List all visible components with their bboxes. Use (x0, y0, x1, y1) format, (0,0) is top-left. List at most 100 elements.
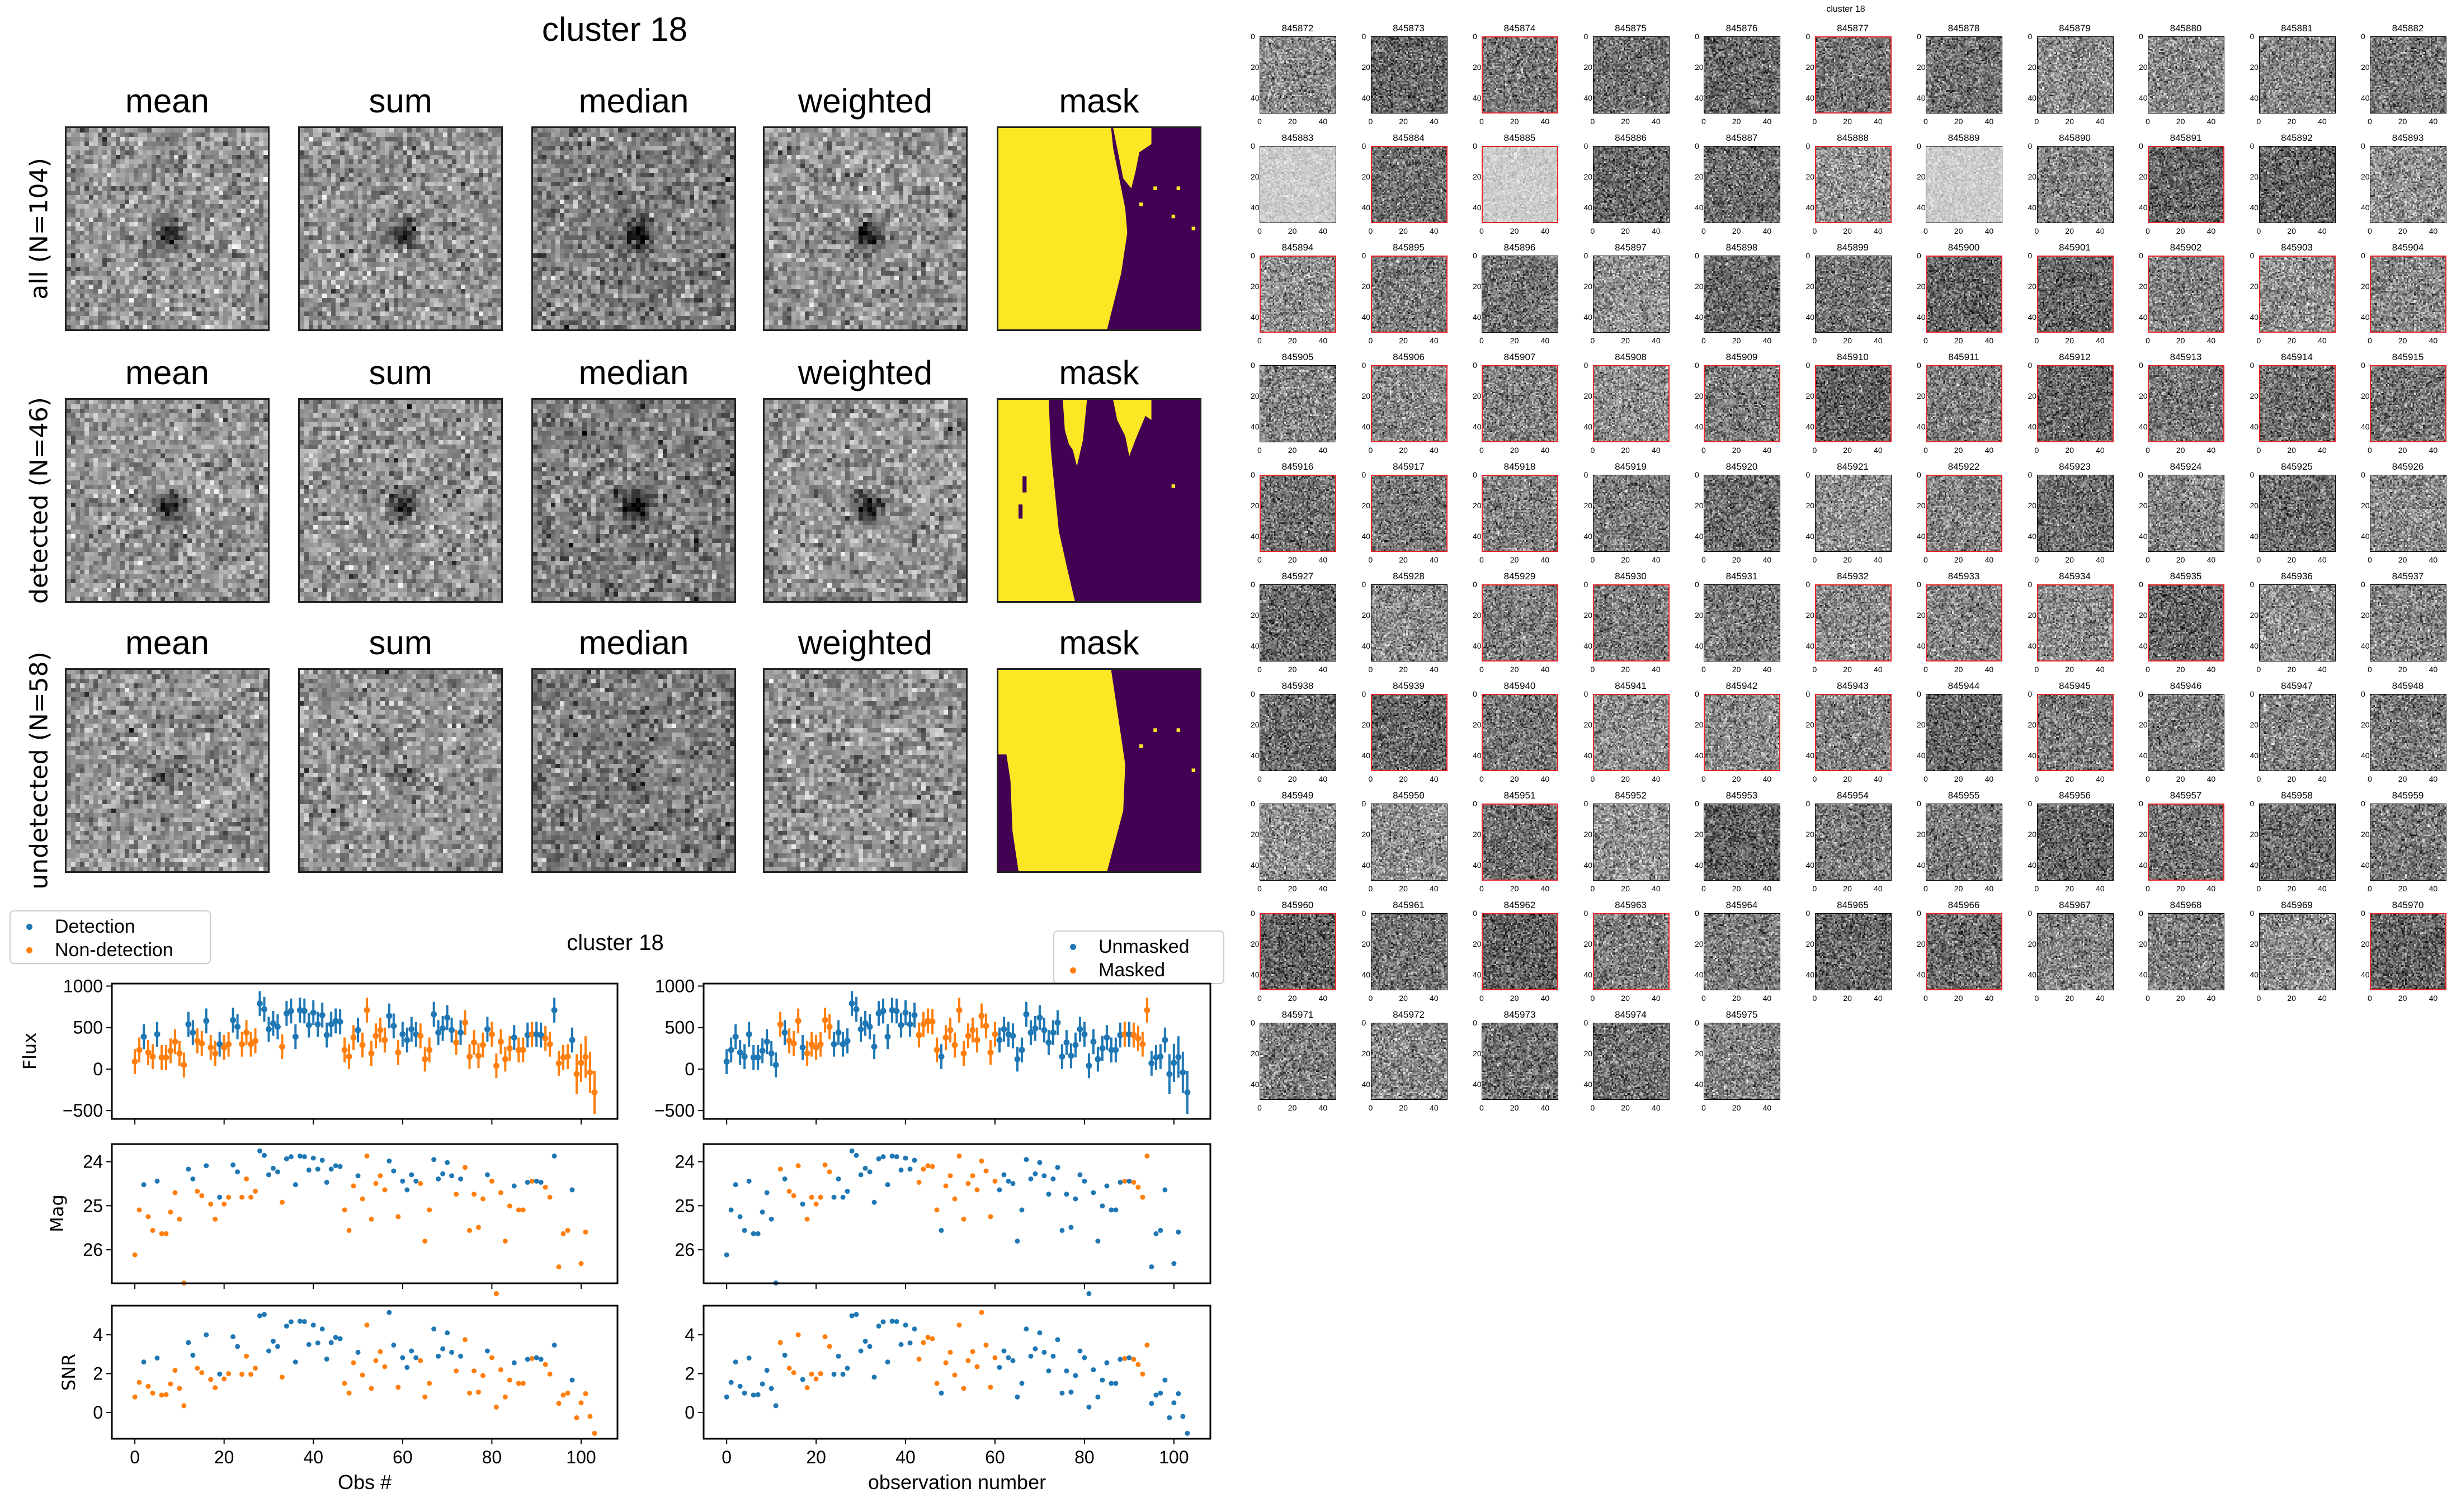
data-point (467, 1227, 473, 1233)
data-point (1148, 1060, 1155, 1067)
data-point (777, 1021, 784, 1028)
cutout-x-tick-label: 20 (1954, 555, 1963, 564)
x-tick-label: 60 (985, 1447, 1005, 1467)
cutout-label: 845967 (2059, 900, 2091, 910)
data-point (848, 1000, 855, 1007)
cutout-y-tick-label: 0 (2139, 141, 2143, 150)
cutout-label: 845903 (2281, 242, 2313, 253)
cutout-image (1482, 36, 1558, 114)
data-point (199, 1193, 205, 1198)
data-point (791, 1193, 796, 1198)
data-point (1153, 1392, 1159, 1398)
data-point (449, 1027, 455, 1033)
cutout-y-tick-label: 0 (1805, 799, 1811, 808)
data-point (1149, 1401, 1154, 1406)
data-point (1068, 1225, 1074, 1230)
data-point (728, 1379, 734, 1385)
cutout-image (1482, 804, 1558, 881)
data-point (382, 1364, 388, 1369)
cutout-y-tick-label: 0 (1695, 799, 1699, 808)
cutout-y-tick-label: 40 (1917, 422, 1926, 432)
cutout-y-tick-label: 0 (1917, 689, 1921, 698)
data-point (1027, 1029, 1034, 1036)
cutout-y-tick-label: 40 (1695, 970, 1704, 980)
undetected-median-image (531, 668, 736, 873)
data-point (337, 1018, 343, 1025)
data-point (458, 1353, 464, 1359)
data-point (947, 1349, 953, 1355)
cutout-y-tick-label: 0 (1251, 470, 1255, 479)
cutout-x-tick-label: 0 (1257, 774, 1262, 783)
cutout-y-tick-label: 0 (1361, 799, 1366, 808)
cutout-y-tick-label: 0 (1251, 689, 1255, 698)
cutout-y-tick-label: 0 (1583, 361, 1588, 370)
data-point (1059, 1053, 1066, 1060)
cutout-label: 845886 (1615, 133, 1647, 143)
cutout-y-tick-label: 0 (1251, 1018, 1255, 1027)
data-point (1126, 1355, 1132, 1360)
data-point (293, 1359, 298, 1365)
data-point (781, 1029, 788, 1036)
cutout-label: 845875 (1615, 23, 1647, 34)
cutout-x-tick-label: 40 (1874, 336, 1883, 345)
cutout-y-tick-label: 20 (2139, 939, 2148, 949)
cutout-label: 845950 (1393, 790, 1425, 801)
data-point (216, 1041, 223, 1047)
data-point (1006, 1355, 1011, 1360)
cutout-x-tick-label: 0 (1479, 1103, 1484, 1112)
cutout-y-tick-label: 20 (1805, 391, 1815, 401)
cutout-x-tick-label: 20 (2287, 226, 2296, 235)
data-point (520, 1207, 526, 1213)
data-point (578, 1261, 584, 1267)
data-point (163, 1231, 169, 1236)
cutout-x-tick-label: 0 (2146, 774, 2150, 783)
data-point (1041, 1173, 1047, 1179)
cutout-y-tick-label: 20 (1583, 391, 1593, 401)
cutout-image (1704, 584, 1780, 662)
cutout-image (1926, 256, 2002, 333)
cutout-y-tick-label: 40 (1805, 532, 1815, 541)
data-point (506, 1045, 513, 1052)
data-point (279, 1374, 285, 1380)
data-point (974, 1037, 980, 1043)
data-point (1063, 1039, 1070, 1046)
cutout-x-tick-label: 20 (1732, 336, 1741, 345)
cutout-image (2148, 694, 2224, 771)
cutout-y-tick-label: 20 (1361, 282, 1371, 291)
cutout-x-tick-label: 0 (2368, 555, 2372, 564)
cutout-label: 845944 (1948, 681, 1980, 691)
data-point (1037, 1160, 1043, 1165)
x-tick-label: 100 (1159, 1447, 1189, 1467)
cutout-x-tick-label: 40 (2318, 555, 2327, 564)
cutout-image (1482, 1023, 1558, 1100)
data-point (190, 1029, 196, 1036)
data-point (759, 1047, 766, 1054)
cutout-x-tick-label: 20 (1399, 774, 1408, 783)
cutout-y-tick-label: 0 (1583, 32, 1588, 41)
cutout-x-tick-label: 0 (1701, 446, 1706, 455)
cutout-image (2370, 256, 2446, 333)
cutout-x-tick-label: 20 (1843, 226, 1852, 235)
cutout-x-tick-label: 20 (1732, 1103, 1741, 1112)
data-point (1015, 1394, 1020, 1400)
cutout-y-tick-label: 20 (2028, 939, 2037, 949)
cutout-label: 845883 (1281, 133, 1314, 143)
cutout-y-tick-label: 0 (1695, 251, 1699, 260)
data-point (1086, 1062, 1092, 1069)
data-point (511, 1034, 517, 1041)
cutout-y-tick-label: 0 (1805, 251, 1811, 260)
data-point (212, 1050, 219, 1057)
cutout-y-tick-label: 20 (2028, 391, 2037, 401)
legend-item-non-detection: Non-detection (18, 938, 202, 962)
axes-frame (111, 1143, 619, 1284)
cutout-x-tick-label: 0 (1368, 446, 1373, 455)
cutout-y-tick-label: 40 (1583, 313, 1593, 322)
cutout-y-tick-label: 20 (2361, 939, 2370, 949)
data-point (498, 1367, 503, 1373)
data-point (1028, 1353, 1034, 1359)
cutout-x-tick-label: 40 (1318, 555, 1328, 564)
data-point (565, 1227, 571, 1233)
cutout-x-tick-label: 20 (1621, 994, 1630, 1003)
data-point (951, 1042, 958, 1048)
